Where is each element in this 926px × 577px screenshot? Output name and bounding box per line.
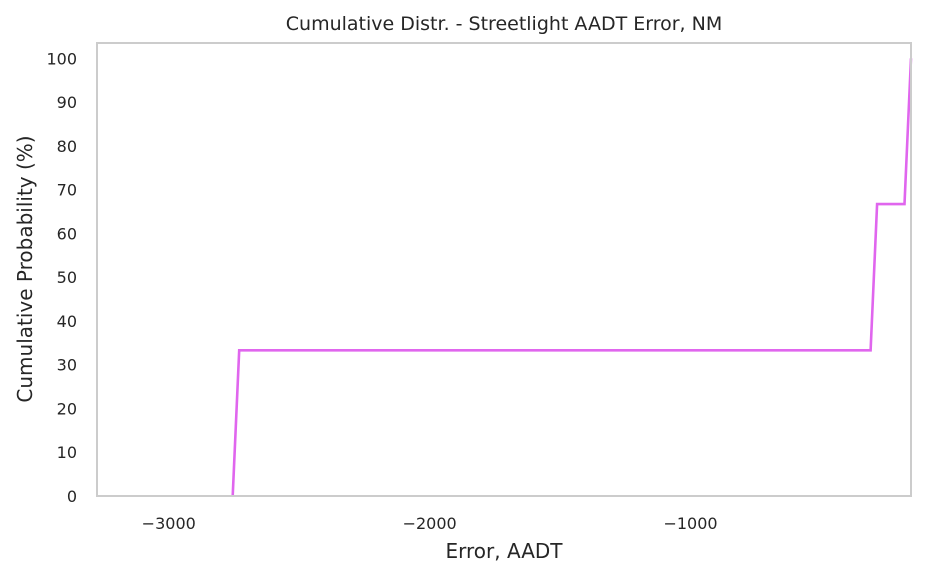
x-tick-label: −2000 bbox=[403, 514, 457, 533]
y-tick-label: 90 bbox=[57, 93, 77, 112]
y-tick-label: 10 bbox=[57, 443, 77, 462]
plot-area: −3000 −2000 −1000 0 10 20 30 40 50 60 70 80 90 100 bbox=[46, 42, 913, 533]
y-axis-label: Cumulative Probability (%) bbox=[13, 135, 37, 402]
y-tick-label: 70 bbox=[57, 181, 77, 200]
y-tick-label: 30 bbox=[57, 356, 77, 375]
series-line-0 bbox=[231, 58, 913, 497]
y-tick-label: 100 bbox=[46, 49, 77, 68]
y-tick-label: 40 bbox=[57, 312, 77, 331]
y-tick-label: 50 bbox=[57, 268, 77, 287]
y-tick-label: 80 bbox=[57, 137, 77, 156]
plot-frame bbox=[96, 42, 912, 497]
y-tick-label: 60 bbox=[57, 224, 77, 243]
x-axis-label: Error, AADT bbox=[445, 539, 563, 563]
chart-title: Cumulative Distr. - Streetlight AADT Err… bbox=[286, 13, 722, 35]
y-tick-label: 20 bbox=[57, 399, 77, 418]
x-tick-label: −1000 bbox=[663, 514, 717, 533]
y-tick-label: 0 bbox=[67, 487, 77, 506]
x-tick-label: −3000 bbox=[142, 514, 196, 533]
